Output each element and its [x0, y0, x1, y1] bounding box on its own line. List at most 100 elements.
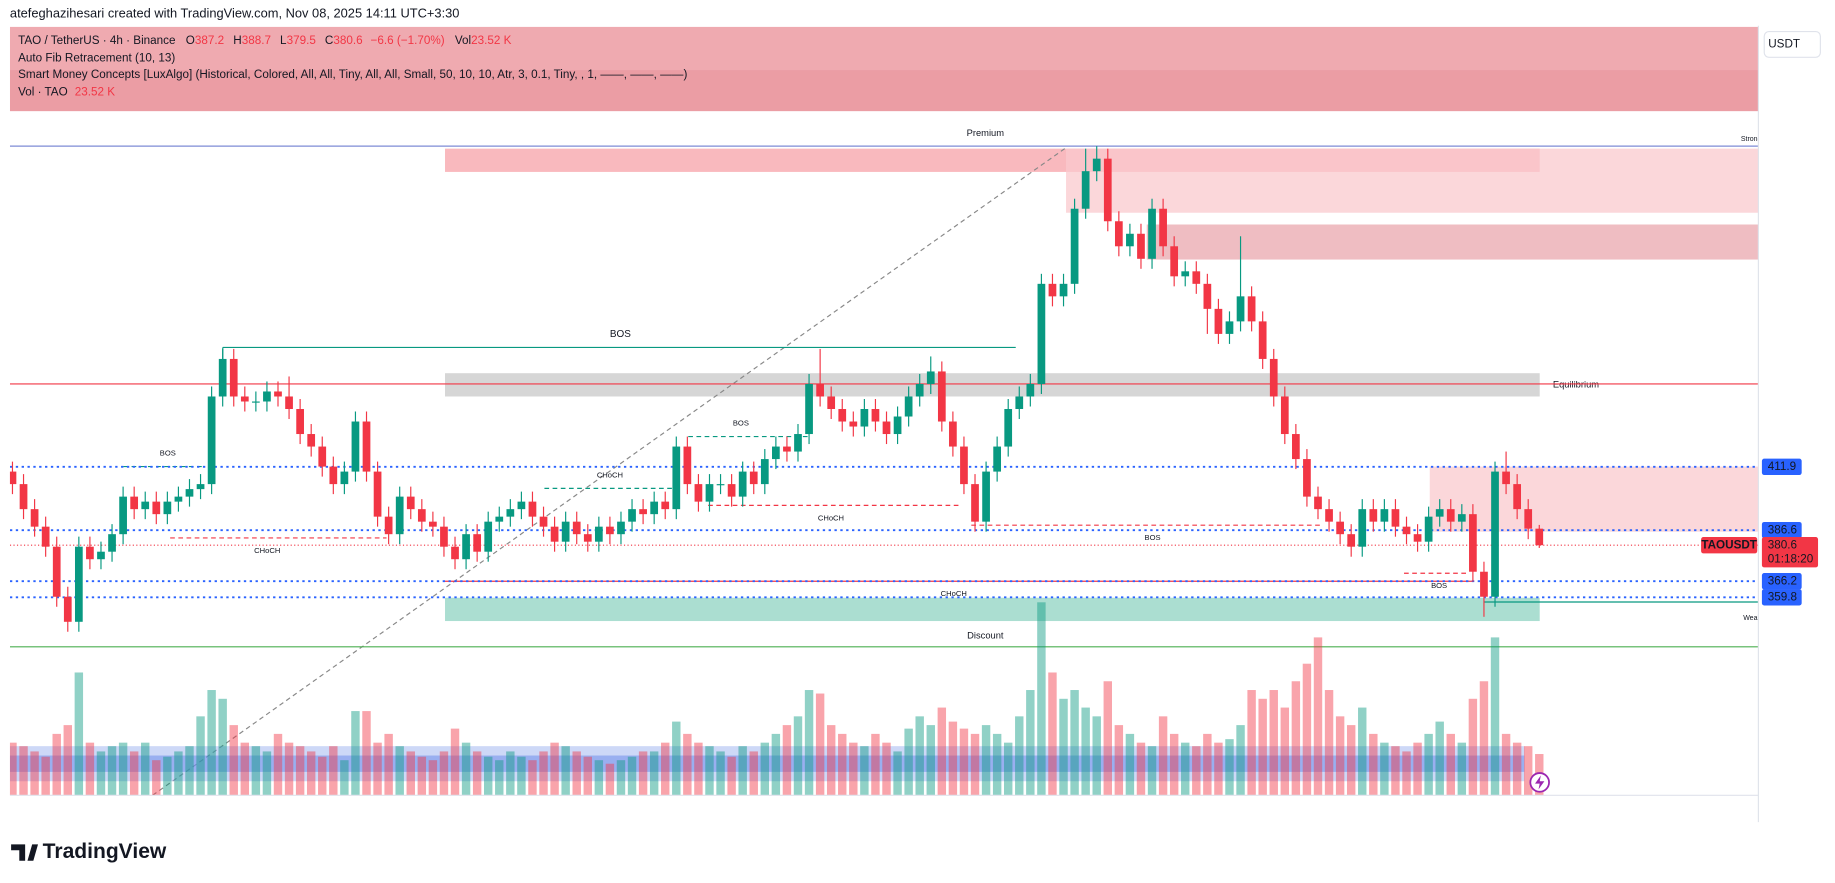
vol-key: Vol	[455, 34, 471, 47]
volume-bar	[395, 746, 404, 796]
candle-body	[749, 471, 758, 485]
price-tag-label: 386.6	[1768, 523, 1797, 536]
zone	[1429, 466, 1759, 532]
candle-body	[1435, 509, 1444, 517]
brand-logo	[11, 844, 39, 861]
candle-body	[949, 421, 957, 447]
candle-body	[296, 409, 304, 435]
volume-bar	[915, 716, 924, 796]
volume-bar	[185, 746, 194, 796]
legend-main: TAO / TetherUS · 4h · Binance O387.2 H38…	[18, 34, 512, 47]
note: Weak Low	[1743, 615, 1776, 622]
candle-body	[240, 396, 249, 402]
candle-body	[1037, 283, 1046, 384]
candle-body	[1236, 296, 1245, 322]
candle-body	[971, 484, 979, 522]
candle-body	[484, 521, 493, 552]
currency[interactable]: USDT	[1768, 38, 1800, 51]
candle-body	[1181, 271, 1190, 277]
candle-body	[1280, 396, 1289, 435]
volume-bar	[273, 733, 283, 796]
volume-bar	[1236, 725, 1245, 796]
candle-body	[229, 358, 238, 397]
candle-body	[19, 484, 28, 510]
candle-body	[1247, 296, 1256, 322]
candle-body	[683, 446, 692, 485]
candle-body	[1446, 509, 1455, 522]
candle-body	[1380, 509, 1389, 522]
volume-bar	[1136, 742, 1146, 796]
volume-bar	[373, 742, 382, 796]
structure-label: BOS	[1145, 533, 1161, 542]
volume-bar	[937, 707, 947, 796]
volume-bar	[1125, 733, 1135, 796]
candle-body	[373, 471, 382, 517]
candle-body	[185, 489, 194, 497]
volume-bar	[1346, 725, 1356, 796]
volume-bar	[926, 725, 935, 796]
volume-bar	[539, 751, 548, 796]
volume-bar	[727, 756, 736, 796]
volume-bar	[306, 751, 316, 796]
candle-body	[871, 409, 880, 422]
zone	[1066, 148, 1759, 213]
candle-body	[1114, 221, 1123, 247]
candle-body	[263, 391, 271, 402]
volume-bar	[329, 746, 338, 796]
volume-bar	[760, 742, 770, 796]
candle-body	[1325, 509, 1333, 522]
volume-bar	[1258, 698, 1267, 796]
candle-body	[1004, 409, 1013, 447]
price-tag	[1761, 589, 1802, 606]
candle-body	[650, 501, 659, 515]
candle-body	[252, 401, 260, 403]
volume-bar	[815, 693, 825, 796]
candle-body	[1026, 383, 1035, 397]
volume-bar	[1446, 733, 1455, 796]
volume-bar	[207, 690, 216, 796]
volume-bar	[1335, 716, 1345, 796]
volume-bar	[683, 733, 692, 796]
currency-button[interactable]	[1763, 30, 1821, 58]
volume-bar	[572, 751, 581, 796]
candle-body	[329, 466, 338, 485]
price-tag	[1761, 521, 1802, 539]
ohlc-key: C	[325, 34, 333, 47]
volume-bar	[406, 751, 415, 796]
candle-body	[661, 501, 670, 510]
candle-body	[672, 446, 681, 510]
price-tag	[1761, 458, 1802, 476]
candle-body	[794, 434, 802, 452]
ohlc-key: L	[280, 34, 287, 47]
volume-legend: Vol · TAO 23.52 K	[18, 85, 115, 98]
zone	[1146, 224, 1759, 260]
candle-body	[1513, 484, 1522, 510]
candle-body	[41, 526, 50, 547]
volume-profile	[9, 746, 1525, 782]
structure-label: CHoCH	[818, 513, 844, 522]
volume-bar	[118, 742, 128, 796]
volume-bar	[439, 751, 449, 796]
candle-body	[1170, 246, 1179, 277]
candle-body	[74, 546, 83, 622]
note: Strong High	[1741, 136, 1778, 143]
candle-body	[429, 521, 437, 527]
candle-body	[1391, 509, 1400, 527]
fib-trend-line	[152, 148, 1066, 796]
volume-bar	[251, 746, 261, 796]
volume-bar	[229, 725, 238, 796]
candle-body	[1081, 171, 1090, 209]
candle-body	[539, 516, 548, 527]
candle-body	[285, 396, 293, 410]
volume-bar	[1269, 690, 1278, 796]
volume-bar	[141, 742, 150, 796]
volume-bar	[96, 751, 106, 796]
symbol: TAO / TetherUS · 4h · Binance	[18, 34, 175, 47]
legend: TAO / TetherUS · 4h · Binance O387.2 H38…	[18, 34, 687, 98]
change: −6.6 (−1.70%)	[371, 34, 445, 47]
volume-bar	[1059, 698, 1068, 796]
volume-bar	[1203, 733, 1212, 796]
volume-bar	[649, 751, 659, 796]
candle-body	[561, 521, 570, 542]
candle-body	[1269, 358, 1278, 397]
